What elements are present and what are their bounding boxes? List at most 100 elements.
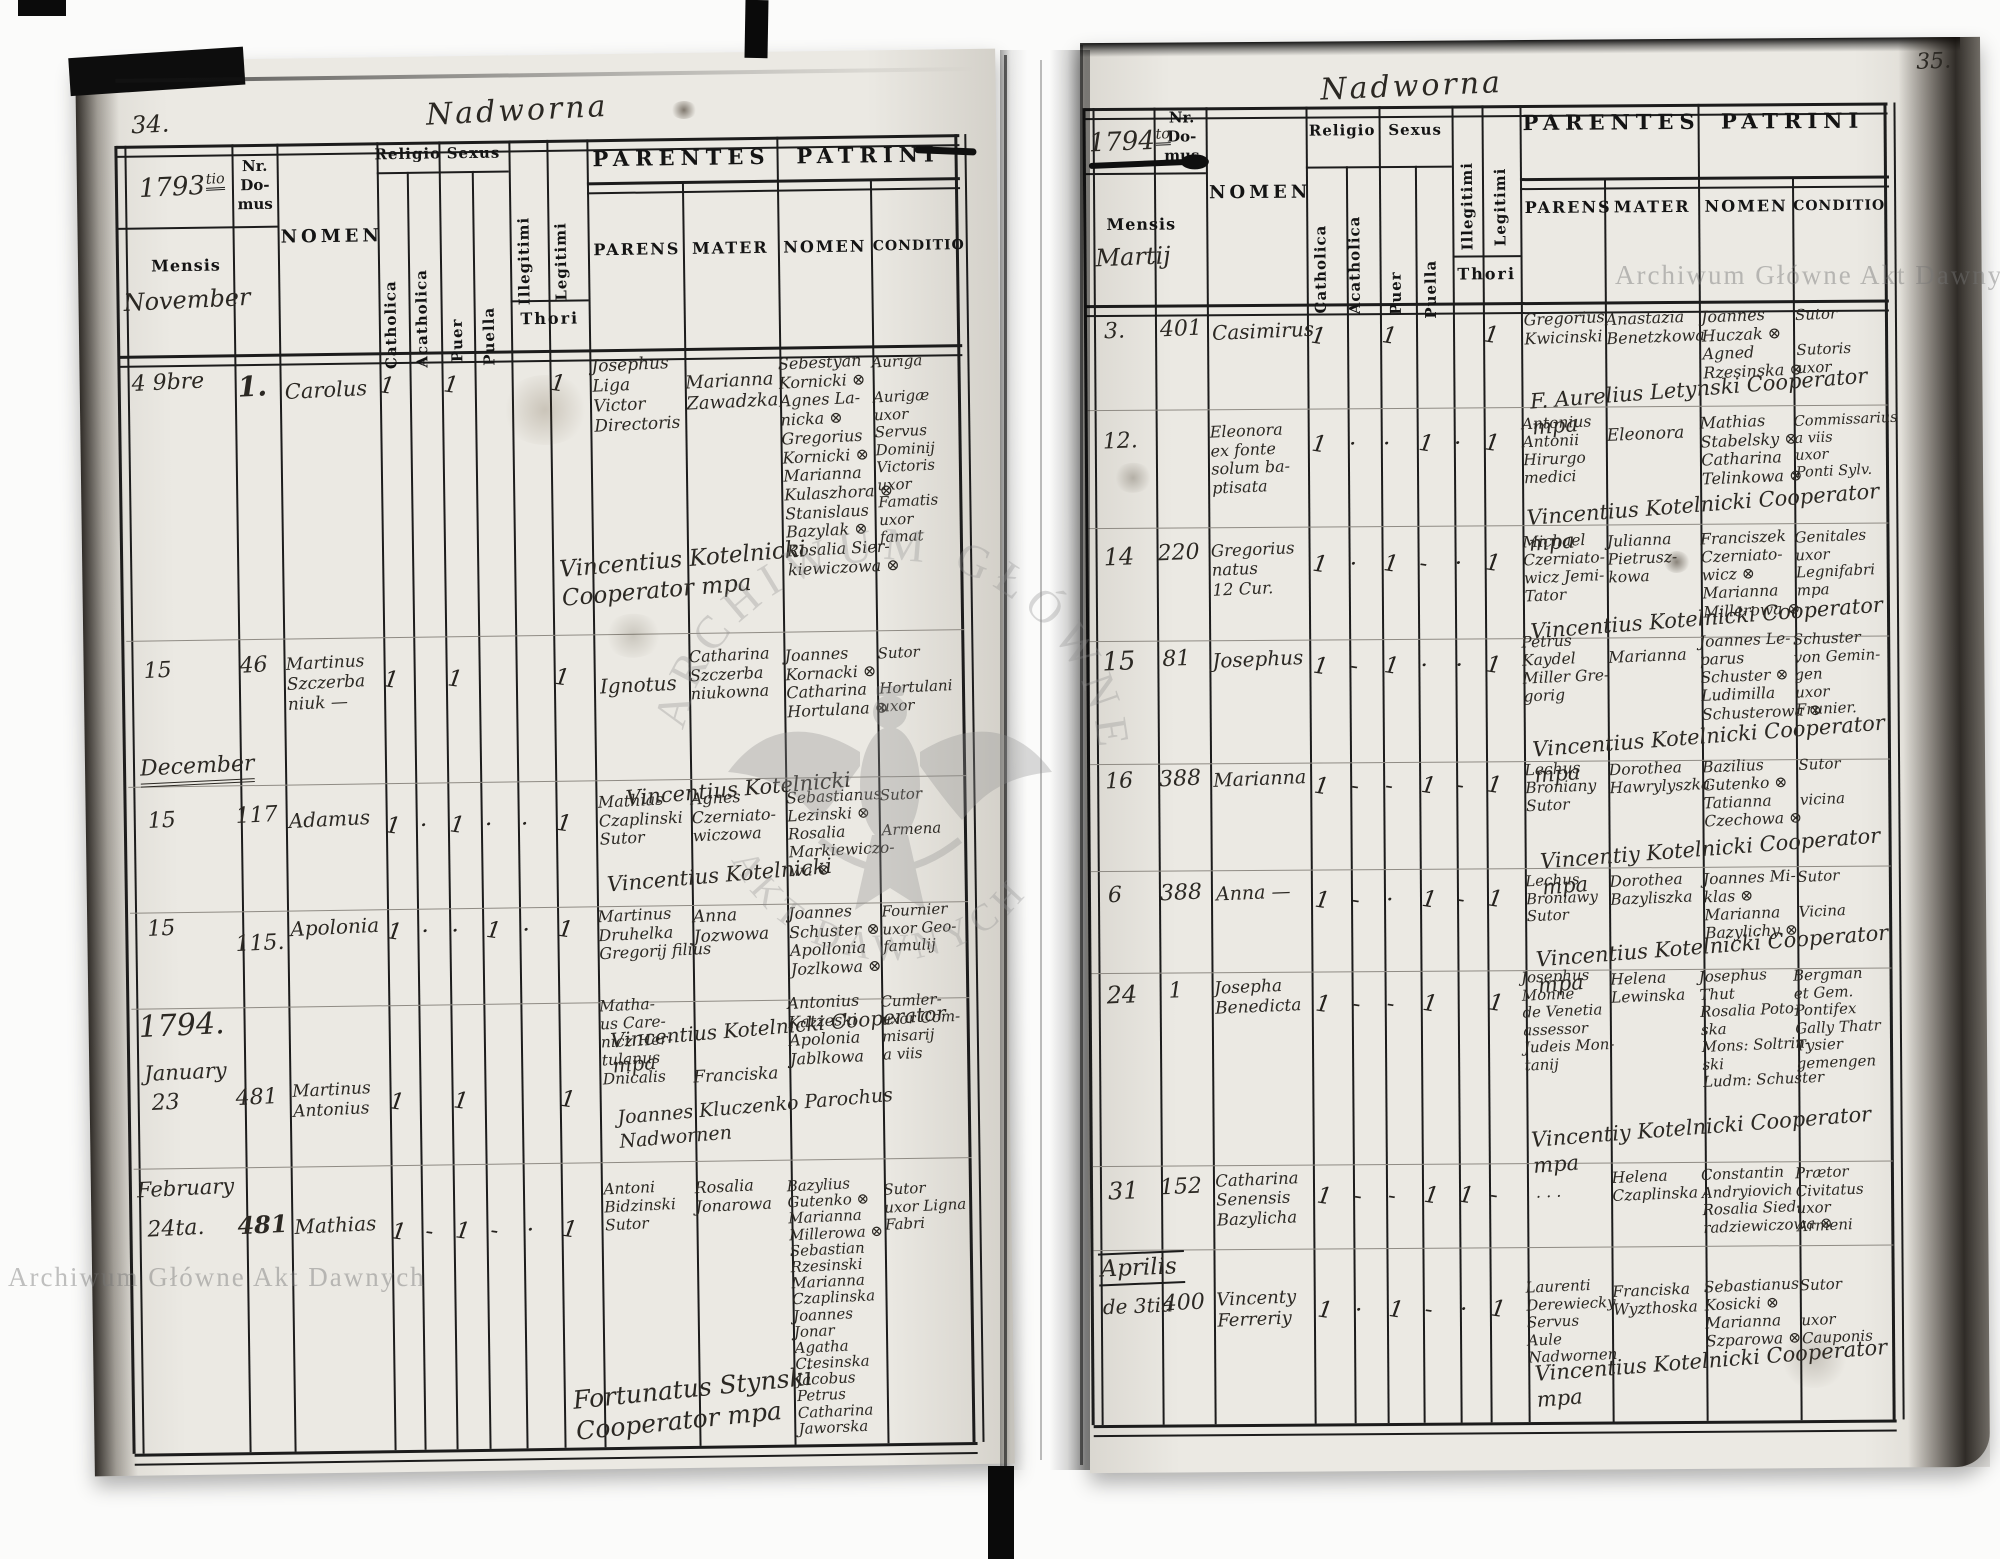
mark-puella: 1 [1420,885,1439,914]
mark-catholica: 1 [1316,1296,1335,1325]
year-label: 1794to [1088,125,1171,159]
page-edge [68,46,246,97]
section-label: Aprilis [1097,1249,1186,1287]
mother-entry: Dorothea Bazyliszka [1609,869,1693,910]
condition-entry: Schuster von Gemin- gen uxor Frunier. [1792,627,1881,719]
mark-puella: 1 [1422,1181,1441,1210]
mark-puer: - [1384,990,1397,1018]
header-acatholica: Acatholica [412,269,432,369]
condition-entry: Commissarius a viis uxor Ponti Sylv. [1793,409,1898,481]
condition-entry: Bergman et Gem. Pontifex Gally Thatr Tys… [1792,963,1882,1073]
mark-legitimi: 1 [1484,651,1503,680]
condition-entry: Prætor Civitatus uxor Armeni [1794,1162,1864,1235]
condition-entry: Genitales uxor Legnifabri mpa [1794,525,1876,600]
father-entry: Josephus Liga Victor Directoris [590,353,681,437]
header-patrini: PATRINI [796,141,940,169]
grid-line [114,145,145,1454]
grid-line [586,177,961,195]
mark-acatholica: - [1348,652,1361,680]
mark-legitimi: 1 [553,663,572,692]
mark-puer: 1 [446,665,465,694]
header-sexus: Sexus [446,143,501,163]
mark-puer: - [1383,772,1395,800]
grid-line [231,144,252,1453]
mark-legitimi: 1 [1485,771,1504,800]
father-entry: Petrus Kaydel Miller Gre- gorig [1520,631,1610,706]
mother-entry: Helena Czaplinska [1611,1166,1699,1206]
bookmark-ribbon-bottom [988,1466,1014,1559]
header-parentes: PARENTES [1522,108,1701,136]
mark-legitimi: 1 [1486,989,1506,1018]
mark-catholica: 1 [1309,430,1329,459]
right-page: 35. Nadworna 1794to Nr. Do- mus Mensis M… [1080,36,1990,1474]
section-december: December [139,751,256,788]
mother-entry: Franciska [692,1063,779,1088]
year-value: 1794 [1088,125,1156,159]
mark-puer: 1 [441,371,461,400]
mark-legitimi: 1 [558,1085,578,1114]
mark-acatholica: · [1347,550,1359,578]
mark-puella: 1 [1416,429,1436,458]
father-entry: Laurenti Derewiecky Servus Aule Nadworne… [1525,1275,1618,1367]
section-january: January [143,1058,228,1087]
mark-acatholica: - [423,1218,436,1246]
header-nr-domus: Nr. Do- mus [237,156,273,213]
mark-catholica: 1 [385,918,404,947]
page-edge [1080,37,1961,58]
year-value: 1793 [138,170,206,205]
header-nr-domus: Nr. Do- mus [1164,108,1200,165]
mark-legitimi: 1 [1483,549,1503,578]
mother-entry: Anastazia Benetzkowa [1605,306,1706,348]
mark-puer: 1 [451,1087,471,1116]
section-aprilis: Aprilis [1097,1249,1186,1287]
condition-entry: Sutor Vicina [1796,866,1847,922]
mark-puella: 1 [484,916,503,945]
page-edge [115,66,976,83]
scan-corner-mark [18,0,66,16]
header-illegitimi: Illegitimi [1457,162,1477,251]
year-label: 1793tio [138,170,226,205]
header-patrini: PATRINI [1720,107,1865,134]
header-mensis: Mensis [1106,214,1177,234]
mark-catholica: 1 [1312,772,1331,801]
mark-catholica: 1 [387,1088,407,1117]
header-mensis: Mensis [151,255,221,276]
mark-puella: · [1418,652,1430,680]
mark-illegitimi: - [1455,886,1467,913]
header-patrini-nomen: NOMEN [1704,196,1788,216]
mark-puer: · [1380,430,1393,458]
mark-catholica: 1 [384,812,403,841]
mark-catholica: 1 [1315,1182,1334,1211]
mark-puella: - [1422,1296,1435,1324]
mark-legitimi: 1 [1482,321,1501,350]
grid-line [1519,175,1890,191]
page-number: 35. [1915,48,1952,75]
father-entry: Antonius Antonii Hirurgo medici [1521,412,1592,488]
header-conditio: CONDITIO [1793,197,1886,215]
header-thori: Thori [1457,264,1517,284]
header-legitimi: Legitimi [1490,167,1510,247]
mark-illegitimi: · [520,916,532,944]
stain [670,100,698,120]
godparents-entry: Sebastianus Kosicki ⊗ Marianna Szparowa … [1703,1274,1802,1351]
page-edge [1897,36,1990,1468]
mark-puer: · [1384,886,1396,914]
mark-illegitimi: · [1452,550,1464,577]
mark-puer: 1 [1387,1296,1406,1324]
mother-entry: Julianna Pietrusz- kowa [1606,530,1678,587]
mark-puer: 1 [1380,322,1399,350]
header-patrini-nomen: NOMEN [783,236,867,257]
mark-catholica: 1 [377,372,397,401]
mark-puella: - [488,1217,501,1245]
header-catholica: Catholica [1311,224,1330,314]
grid-line [1093,1419,1897,1438]
place-header: Nadworna [425,88,610,133]
mark-puer: - [1386,1182,1398,1210]
header-puer: Puer [1386,271,1405,315]
father-entry: Lechus Broniawy Sutor [1524,870,1599,926]
header-legitimi: Legitimi [551,222,571,302]
mark-catholica: 1 [382,666,401,695]
mark-acatholica: - [1350,990,1363,1018]
year-suffix: tio [205,171,226,192]
mark-illegitimi: · [1451,430,1464,457]
